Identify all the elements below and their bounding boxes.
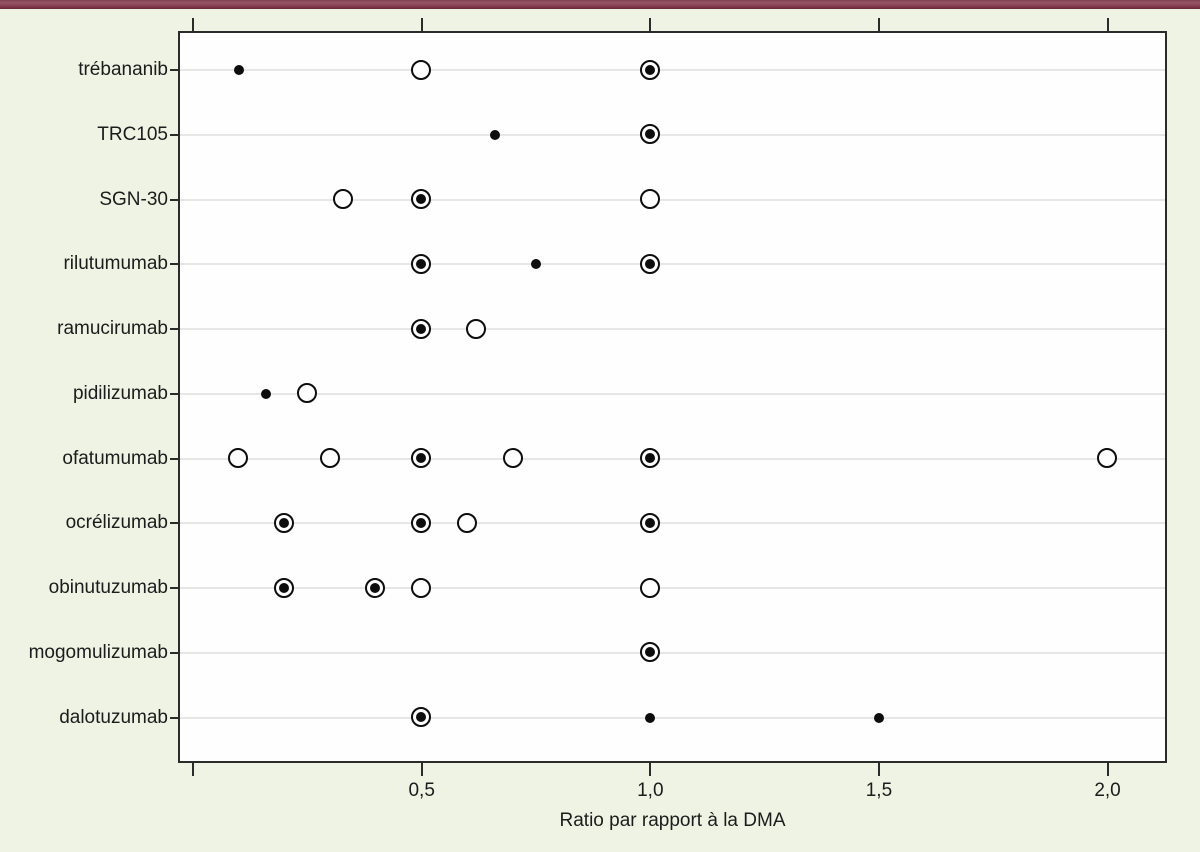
y-axis-tick — [170, 457, 178, 460]
grid-line — [180, 392, 1165, 395]
y-axis-label: pidilizumab — [72, 382, 168, 404]
marker-circled-dot — [411, 448, 432, 469]
grid-line — [180, 198, 1165, 201]
marker-dot — [489, 129, 500, 140]
marker-inner-dot — [644, 258, 655, 269]
marker-open-circle — [296, 383, 317, 404]
marker-open-circle — [466, 318, 487, 339]
marker-circled-dot — [639, 124, 660, 145]
marker-inner-dot — [644, 517, 655, 528]
y-axis-tick — [170, 716, 178, 719]
x-axis-tick-label: 1,0 — [637, 780, 664, 801]
marker-inner-dot — [416, 323, 427, 334]
y-axis-tick — [170, 133, 178, 136]
marker-dot — [645, 712, 656, 723]
plot-area — [178, 31, 1167, 763]
marker-circled-dot — [639, 253, 660, 274]
marker-open-circle — [1097, 448, 1118, 469]
marker-open-circle — [411, 59, 432, 80]
marker-circled-dot — [639, 642, 660, 663]
marker-circled-dot — [411, 512, 432, 533]
y-axis-label: rilutumumab — [63, 253, 168, 275]
y-axis-tick — [170, 587, 178, 590]
marker-inner-dot — [644, 129, 655, 140]
marker-inner-dot — [416, 517, 427, 528]
y-axis-label: mogomulizumab — [28, 641, 168, 663]
marker-inner-dot — [416, 453, 427, 464]
y-axis-label: ocrélizumab — [65, 512, 168, 534]
marker-open-circle — [319, 448, 340, 469]
marker-circled-dot — [274, 577, 295, 598]
top-accent-bar — [0, 0, 1200, 9]
grid-line — [180, 263, 1165, 266]
marker-inner-dot — [416, 712, 427, 723]
x-axis-tick-top — [192, 18, 195, 31]
marker-open-circle — [411, 577, 432, 598]
x-axis-tick-bottom — [420, 763, 423, 776]
marker-inner-dot — [644, 453, 655, 464]
marker-open-circle — [639, 577, 660, 598]
marker-circled-dot — [411, 253, 432, 274]
x-axis-tick-label: 2,0 — [1094, 780, 1121, 801]
marker-inner-dot — [416, 258, 427, 269]
x-axis-tick-bottom — [877, 763, 880, 776]
y-axis-label: ofatumumab — [62, 447, 168, 469]
marker-open-circle — [456, 512, 477, 533]
marker-circled-dot — [411, 189, 432, 210]
marker-circled-dot — [639, 59, 660, 80]
x-axis-tick-label: 1,5 — [865, 780, 893, 801]
marker-open-circle — [228, 448, 249, 469]
y-axis-label: TRC105 — [97, 123, 168, 145]
grid-line — [180, 457, 1165, 460]
y-axis-tick — [170, 69, 178, 71]
y-axis-label: SGN-30 — [99, 188, 168, 210]
y-axis-label: dalotuzumab — [59, 706, 168, 728]
marker-circled-dot — [365, 577, 386, 598]
y-axis-tick — [170, 263, 178, 266]
y-axis-tick — [170, 198, 178, 201]
marker-inner-dot — [279, 582, 290, 593]
grid-line — [180, 587, 1165, 590]
marker-inner-dot — [644, 64, 655, 75]
marker-inner-dot — [370, 582, 381, 593]
marker-circled-dot — [411, 707, 432, 728]
marker-inner-dot — [644, 647, 655, 658]
marker-circled-dot — [274, 512, 295, 533]
marker-dot — [261, 388, 272, 399]
x-axis-tick-bottom — [192, 763, 195, 776]
marker-open-circle — [333, 189, 354, 210]
marker-open-circle — [502, 448, 523, 469]
grid-line — [180, 69, 1165, 71]
marker-open-circle — [639, 189, 660, 210]
marker-inner-dot — [279, 517, 290, 528]
marker-dot — [873, 712, 884, 723]
marker-circled-dot — [639, 512, 660, 533]
marker-circled-dot — [639, 448, 660, 469]
grid-line — [180, 328, 1165, 331]
x-axis-tick-bottom — [1106, 763, 1109, 776]
y-axis-label: ramucirumab — [57, 318, 168, 340]
x-axis-tick-bottom — [649, 763, 652, 776]
x-axis-tick-top — [877, 18, 880, 31]
x-axis-tick-label: 0,5 — [408, 780, 435, 801]
y-axis-label: trébananib — [78, 59, 168, 80]
marker-inner-dot — [416, 194, 427, 205]
grid-line — [180, 716, 1165, 719]
grid-line — [180, 651, 1165, 654]
grid-line — [180, 133, 1165, 136]
marker-circled-dot — [411, 318, 432, 339]
x-axis-tick-top — [1106, 18, 1109, 31]
y-axis-label: obinutuzumab — [48, 577, 168, 599]
y-axis-tick — [170, 522, 178, 525]
y-axis-tick — [170, 651, 178, 654]
x-axis-title: Ratio par rapport à la DMA — [559, 810, 786, 831]
y-axis-tick — [170, 392, 178, 395]
marker-dot — [233, 65, 244, 75]
x-axis-tick-top — [649, 18, 652, 31]
grid-line — [180, 522, 1165, 525]
marker-dot — [531, 259, 541, 270]
x-axis-tick-top — [420, 18, 423, 31]
y-axis-tick — [170, 328, 178, 331]
